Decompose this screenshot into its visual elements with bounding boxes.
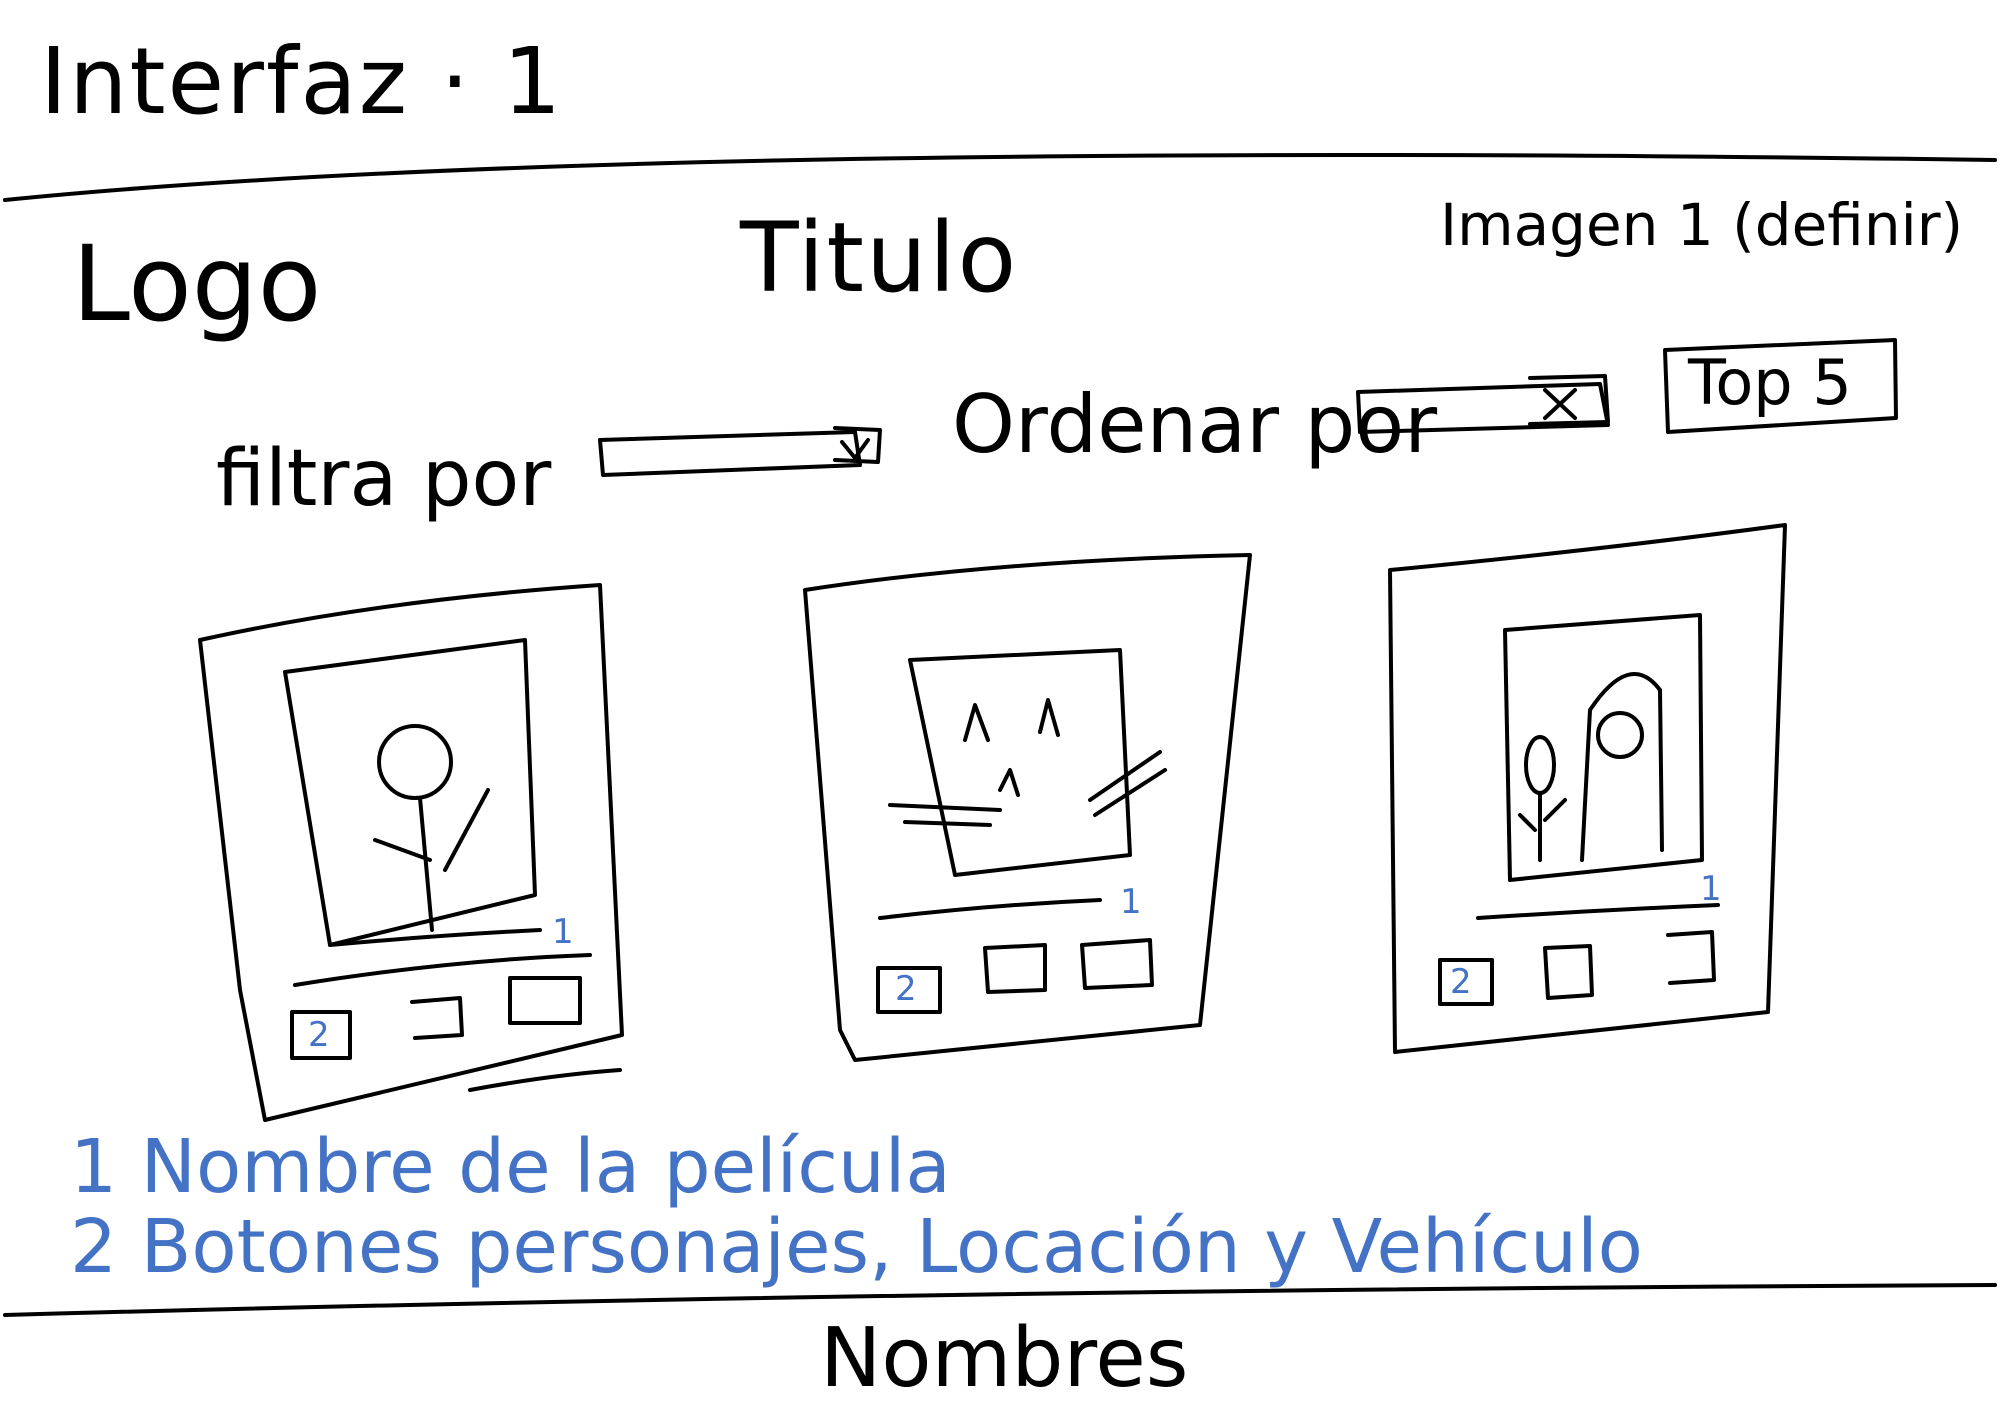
card-2-character-button[interactable] (878, 968, 940, 1012)
page-title: Titulo (740, 202, 1019, 314)
card-1-outline (198, 583, 624, 1122)
card-2-location-button[interactable] (985, 945, 1045, 992)
card-3-character-button[interactable] (1440, 960, 1492, 1004)
filter-dropdown[interactable] (600, 430, 880, 475)
card-3-outline (1388, 523, 1787, 1054)
card-3-buttons-marker: 2 (1450, 962, 1472, 1002)
card-2-outline (803, 553, 1252, 1062)
card-1-movie-name-marker: 1 (552, 912, 574, 952)
card-3-movie-name-marker: 1 (1700, 869, 1722, 909)
top-divider (3, 153, 1997, 202)
card-2-movie-name-marker: 1 (1120, 882, 1142, 922)
card-2-buttons-marker: 2 (895, 969, 917, 1009)
card-3-vehicle-button[interactable] (1668, 932, 1714, 983)
filter-dropdown-outline (598, 426, 882, 477)
header-image-placeholder: Imagen 1 (definir) (1440, 191, 1964, 259)
filter-label: filtra por (216, 434, 552, 524)
card-1-buttons-marker: 2 (308, 1015, 330, 1055)
card-1-location-button[interactable] (412, 998, 462, 1038)
sort-dropdown[interactable] (1358, 376, 1608, 432)
legend-note-2: 2 Botones personajes, Locación y Vehícul… (70, 1204, 1643, 1290)
sketch-title: Interfaz · 1 (40, 28, 564, 135)
card-2-vehicle-button[interactable] (1082, 940, 1152, 988)
card-1-vehicle-button[interactable] (510, 978, 580, 1023)
legend-note-1: 1 Nombre de la película (70, 1124, 951, 1210)
bottom-divider (3, 1283, 1997, 1317)
card-1-character-button[interactable] (292, 1012, 350, 1058)
top5-button[interactable]: Top 5 (1688, 346, 1852, 419)
footer-names: Nombres (820, 1311, 1189, 1406)
logo: Logo (72, 223, 322, 345)
card-3-location-button[interactable] (1545, 946, 1592, 998)
sort-label: Ordenar por (952, 378, 1438, 471)
top5-box-outline (1663, 338, 1898, 434)
sort-dropdown-outline (1356, 374, 1610, 434)
